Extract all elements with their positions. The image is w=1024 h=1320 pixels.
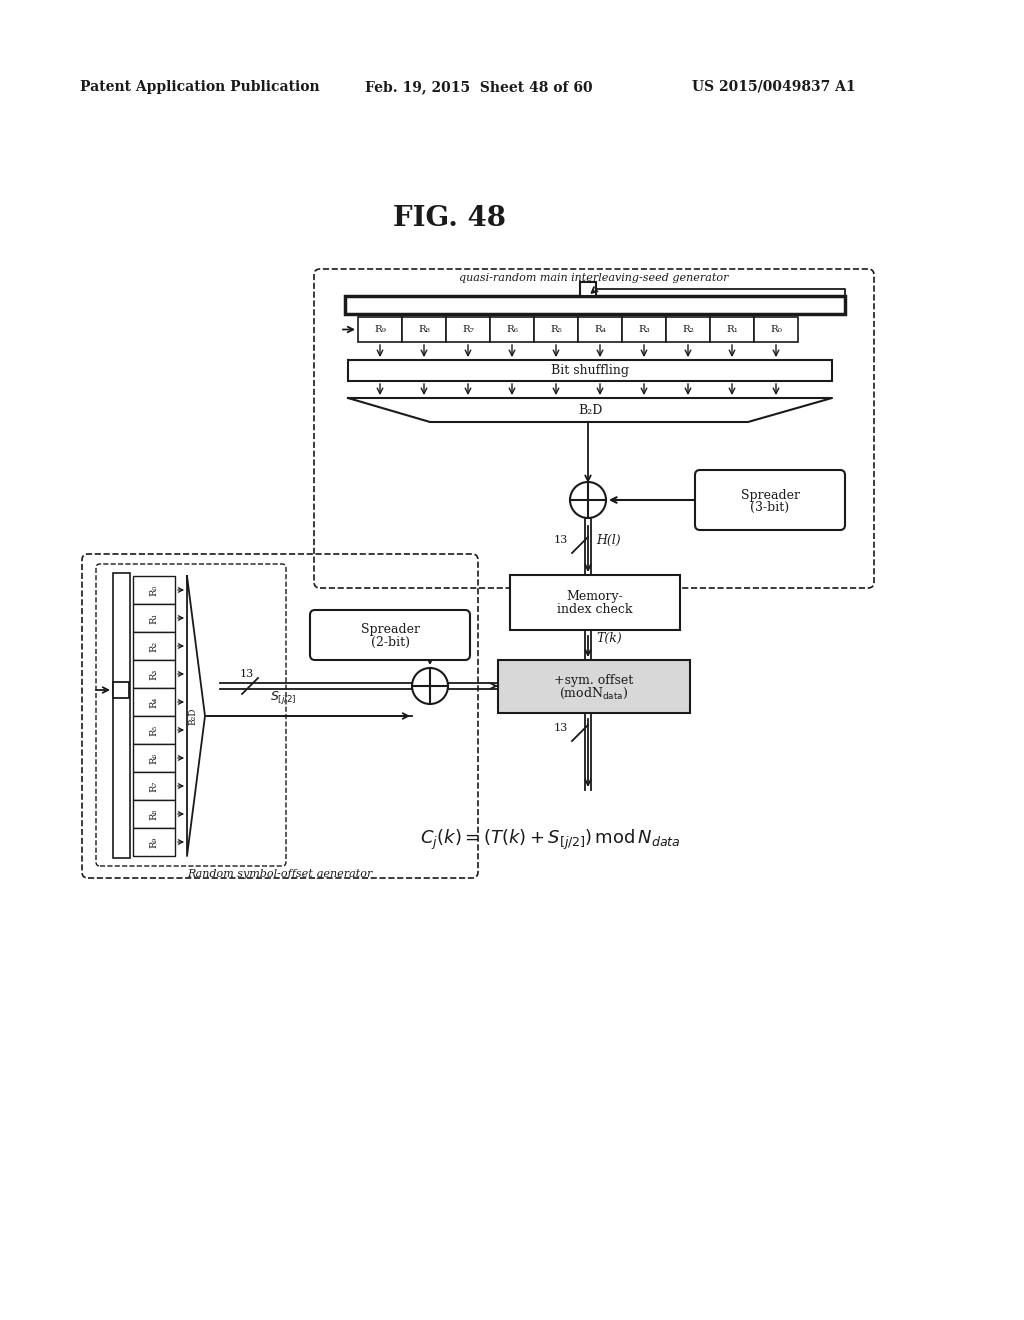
Bar [710, 317, 754, 342]
Text: R₆: R₆ [506, 325, 518, 334]
Bar [133, 632, 175, 660]
Text: (3-bit): (3-bit) [751, 500, 790, 513]
Text: R₅: R₅ [150, 725, 159, 735]
Bar [133, 828, 175, 855]
Text: $C_j(k) = (T(k) + S_{[j/2]}) \, \mathrm{mod} \, N_{data}$: $C_j(k) = (T(k) + S_{[j/2]}) \, \mathrm{… [420, 828, 681, 853]
Text: H(l): H(l) [596, 533, 621, 546]
Text: +sym. offset: +sym. offset [554, 675, 634, 686]
Polygon shape [348, 399, 831, 422]
Text: FIG. 48: FIG. 48 [393, 205, 506, 231]
Text: index check: index check [557, 603, 633, 616]
Text: R₂: R₂ [150, 640, 159, 652]
FancyBboxPatch shape [310, 610, 470, 660]
Bar [490, 317, 534, 342]
Bar [510, 576, 680, 630]
Text: R₉: R₉ [150, 837, 159, 847]
Bar [622, 317, 666, 342]
Bar [133, 605, 175, 632]
Text: R₃: R₃ [638, 325, 650, 334]
Circle shape [412, 668, 449, 704]
Bar [754, 317, 798, 342]
Bar [446, 317, 490, 342]
Text: quasi-random main interleaving-seed generator: quasi-random main interleaving-seed gene… [459, 273, 729, 282]
Bar [113, 573, 130, 858]
Text: 13: 13 [554, 535, 568, 545]
Bar [580, 282, 596, 296]
Text: (2-bit): (2-bit) [371, 635, 410, 648]
Polygon shape [187, 576, 205, 855]
Text: 13: 13 [554, 723, 568, 733]
Text: R₀: R₀ [770, 325, 782, 334]
Bar [133, 715, 175, 744]
Text: T(k): T(k) [596, 631, 622, 644]
Text: R₄: R₄ [594, 325, 606, 334]
Bar [578, 317, 622, 342]
Text: US 2015/0049837 A1: US 2015/0049837 A1 [692, 81, 856, 94]
Bar [358, 317, 402, 342]
Bar [345, 296, 845, 314]
Bar [498, 660, 690, 713]
Text: B₂D: B₂D [188, 708, 198, 725]
Text: R₁: R₁ [726, 325, 738, 334]
Text: $S_{[j/2]}$: $S_{[j/2]}$ [270, 689, 297, 706]
Text: B₂D: B₂D [578, 404, 602, 417]
Text: R₂: R₂ [682, 325, 694, 334]
Text: R₉: R₉ [374, 325, 386, 334]
Text: Spreader: Spreader [740, 488, 800, 502]
Bar [348, 360, 831, 381]
Text: R₆: R₆ [150, 752, 159, 764]
Text: R₇: R₇ [150, 780, 159, 792]
Bar [666, 317, 710, 342]
Text: Spreader: Spreader [360, 623, 420, 636]
Bar [534, 317, 578, 342]
Text: 13: 13 [240, 669, 254, 678]
Text: Memory-: Memory- [566, 590, 624, 603]
Text: R₃: R₃ [150, 668, 159, 680]
Text: Feb. 19, 2015  Sheet 48 of 60: Feb. 19, 2015 Sheet 48 of 60 [365, 81, 593, 94]
Bar [113, 682, 129, 698]
Text: R₈: R₈ [418, 325, 430, 334]
Text: R₅: R₅ [550, 325, 562, 334]
Text: (modN$_{\rm data}$): (modN$_{\rm data}$) [559, 686, 629, 701]
Bar [402, 317, 446, 342]
Text: Bit shuffling: Bit shuffling [551, 364, 629, 378]
Bar [133, 744, 175, 772]
Bar [133, 800, 175, 828]
FancyBboxPatch shape [695, 470, 845, 531]
Text: R₈: R₈ [150, 808, 159, 820]
Text: R₇: R₇ [462, 325, 474, 334]
Bar [133, 772, 175, 800]
Text: R₁: R₁ [150, 612, 159, 623]
Bar [133, 660, 175, 688]
Text: Patent Application Publication: Patent Application Publication [80, 81, 319, 94]
Bar [133, 688, 175, 715]
Text: Random symbol-offset generator: Random symbol-offset generator [187, 869, 373, 879]
Text: R₀: R₀ [150, 585, 159, 595]
Circle shape [570, 482, 606, 517]
Text: R₄: R₄ [150, 697, 159, 708]
Bar [133, 576, 175, 605]
